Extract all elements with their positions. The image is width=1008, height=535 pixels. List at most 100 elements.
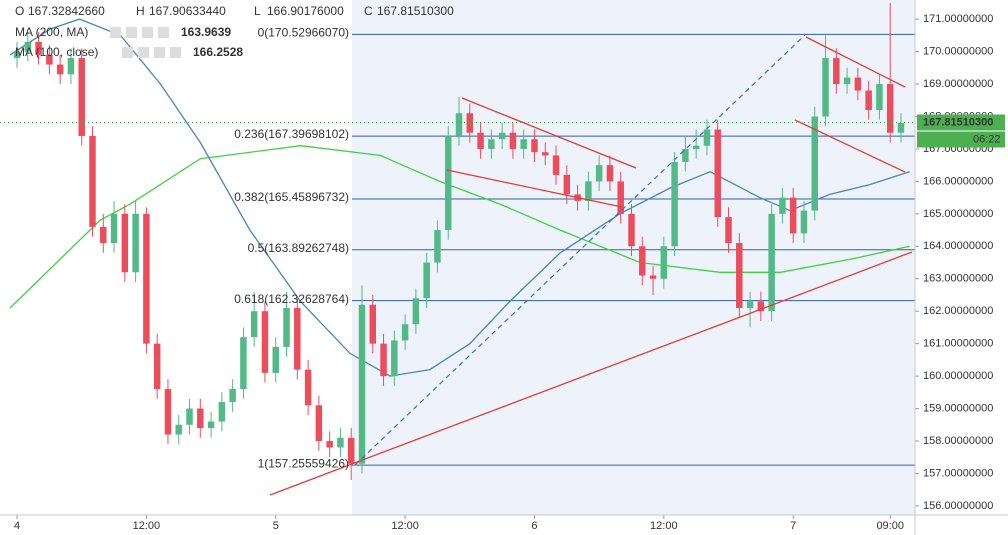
- candle-body: [434, 230, 441, 263]
- candle-body: [628, 213, 635, 247]
- candle-body: [703, 129, 711, 146]
- ohlc-label: O: [15, 4, 24, 18]
- candle-body: [337, 437, 344, 448]
- candle-body: [520, 139, 527, 149]
- candle-body: [617, 181, 624, 214]
- legend-icons: [110, 27, 181, 58]
- channel-line: [446, 169, 623, 208]
- candle-body: [789, 197, 797, 234]
- candle-body: [358, 304, 366, 464]
- candle-body: [89, 135, 96, 227]
- x-tick-label: 09:00: [876, 520, 904, 532]
- candle-body: [46, 54, 53, 65]
- candle-body: [671, 161, 678, 247]
- candle-body: [13, 51, 21, 59]
- candle-body: [261, 311, 269, 373]
- x-tick-label: 4: [14, 520, 20, 532]
- candle-body: [552, 155, 560, 175]
- icon[interactable]: [138, 47, 149, 58]
- icon[interactable]: [122, 47, 133, 58]
- y-tick-label: 169.00000000: [923, 78, 993, 90]
- x-tick-label: 5: [273, 520, 279, 532]
- candle-body: [843, 77, 851, 85]
- countdown-box: [917, 131, 1005, 148]
- fib-label: 0(170.52966070): [258, 26, 349, 40]
- icon[interactable]: [110, 27, 121, 38]
- icon[interactable]: [142, 27, 153, 38]
- candle-body: [822, 58, 829, 117]
- candle-body: [542, 152, 549, 156]
- candle-body: [444, 135, 452, 231]
- candle-body: [757, 301, 765, 312]
- candle-body: [886, 84, 894, 133]
- candle-body: [876, 84, 883, 111]
- legend-name: MA (200, MA): [15, 25, 88, 39]
- y-tick-label: 159.00000000: [923, 402, 993, 414]
- channel-line: [794, 119, 906, 173]
- candle-body: [186, 408, 193, 425]
- candle-body: [606, 165, 614, 182]
- candle-body: [153, 343, 161, 390]
- candle-body: [725, 217, 732, 244]
- y-tick-label: 171.00000000: [923, 13, 993, 25]
- candle-body: [294, 307, 301, 370]
- price-label: 167.81510300: [923, 116, 993, 128]
- y-tick-label: 163.00000000: [923, 273, 993, 285]
- candle-body: [240, 337, 247, 390]
- candle-body: [315, 405, 323, 442]
- candle-body: [639, 246, 646, 276]
- icon[interactable]: [158, 27, 169, 38]
- x-tick-label: 12:00: [391, 520, 419, 532]
- candle-body: [897, 122, 905, 133]
- y-tick-label: 166.00000000: [923, 175, 993, 187]
- candle-body: [347, 437, 355, 464]
- fib-label: 0.618(162.32628764): [234, 292, 349, 306]
- candle-body: [800, 210, 808, 234]
- y-tick-label: 157.00000000: [923, 467, 993, 479]
- legend-name: MA (100, close): [15, 45, 98, 59]
- x-tick-label: 12:00: [133, 520, 161, 532]
- countdown: 06:22: [973, 133, 1001, 145]
- y-tick-label: 162.00000000: [923, 305, 993, 317]
- icon[interactable]: [170, 47, 181, 58]
- candle-body: [110, 213, 118, 244]
- candle-body: [369, 304, 377, 344]
- candle-body: [391, 340, 398, 377]
- candle-body: [283, 307, 290, 347]
- candle-body: [498, 132, 506, 140]
- candle-body: [272, 346, 279, 373]
- candle-body: [67, 58, 75, 75]
- plot-layer: [0, 2, 915, 480]
- candle-body: [24, 41, 32, 52]
- x-tick-label: 12:00: [650, 520, 678, 532]
- candle-body: [595, 165, 603, 182]
- candle-body: [143, 213, 150, 344]
- y-tick-label: 158.00000000: [923, 435, 993, 447]
- candle-body: [412, 298, 420, 325]
- ohlc-label: L: [254, 4, 261, 18]
- candle-body: [509, 132, 517, 149]
- candle-body: [746, 301, 754, 308]
- candle-body: [563, 174, 571, 195]
- fib-label: 0.382(165.45896732): [234, 190, 349, 204]
- label-layer: 156.00000000 157.00000000 158.00000000 159.…: [14, 4, 1005, 532]
- candle-body: [682, 148, 689, 162]
- fib-label: 0.236(167.39698102): [234, 127, 349, 141]
- candle-body: [423, 262, 430, 299]
- ohlc-label: H: [136, 4, 145, 18]
- fib-label: 1(157.25559426): [258, 456, 349, 470]
- ohlc-value: 166.90176000: [267, 4, 344, 18]
- candle-body: [218, 402, 226, 422]
- y-tick-label: 161.00000000: [923, 338, 993, 350]
- ma-line: [9, 18, 910, 377]
- x-tick-label: 7: [790, 520, 796, 532]
- candle-body: [326, 441, 333, 448]
- candle-body: [175, 424, 182, 435]
- icon[interactable]: [126, 27, 137, 38]
- support-line: [269, 251, 913, 496]
- icon[interactable]: [154, 47, 165, 58]
- candle-body: [833, 58, 840, 85]
- candle-body: [250, 311, 258, 338]
- candle-body: [78, 58, 85, 136]
- y-tick-label: 170.00000000: [923, 46, 993, 58]
